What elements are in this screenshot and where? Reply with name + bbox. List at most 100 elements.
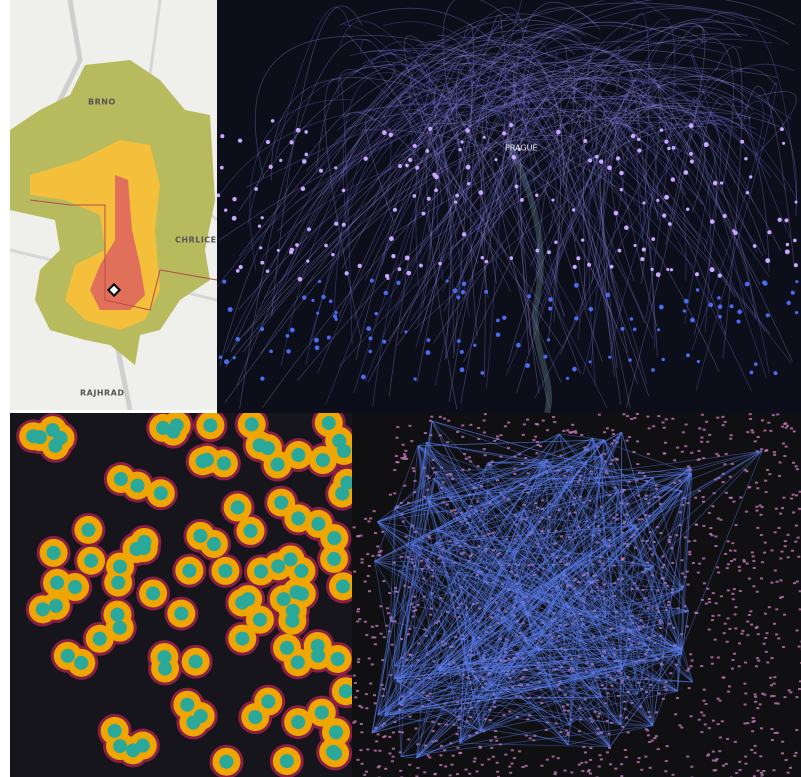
stop [195,454,210,469]
population-cell [535,452,539,455]
population-cell [671,417,675,420]
population-cell [513,455,517,458]
population-cell [691,561,695,564]
flow-line [439,71,697,169]
population-cell [541,419,545,422]
population-cell [766,661,770,664]
population-cell [472,487,476,490]
population-cell [514,595,518,598]
connection [558,433,588,463]
connection [409,442,427,700]
flow-line [665,67,720,245]
stop [338,684,352,699]
connection [464,662,678,692]
connection [377,521,468,588]
connection [445,433,560,552]
population-cell [522,423,526,426]
population-cell [590,590,594,593]
population-cell [758,504,762,507]
connection [472,637,482,732]
population-cell [620,630,624,633]
population-cell [475,602,479,605]
population-cell [798,490,801,493]
population-cell [393,492,397,495]
stop-dot [480,256,484,260]
flow-line [545,78,757,318]
population-cell [587,526,591,529]
population-cell [779,557,783,560]
population-cell [444,642,448,645]
connection [427,465,574,500]
stop-dot [688,123,694,129]
flow-line [220,103,554,195]
population-cell [774,507,778,510]
stop-dot [686,353,690,358]
population-cell [476,465,480,468]
population-cell [605,674,609,677]
connection [495,668,623,699]
population-cell [521,765,525,768]
population-cell [714,602,718,605]
stop-dot [217,193,221,198]
population-cell [714,769,718,772]
connection [394,471,437,509]
flow-line [429,41,524,262]
connection [592,438,654,726]
connection [464,458,548,663]
connection [459,623,664,744]
flow-line [325,89,466,405]
population-cell [425,558,429,561]
connection [605,659,660,662]
flow-line [403,35,479,264]
stop-dot [392,207,398,212]
flow-line [625,92,764,256]
population-cell [615,513,619,516]
population-cell [521,433,525,436]
population-cell [744,762,748,765]
population-cell [711,759,715,762]
connection [487,491,653,726]
population-cell [770,738,774,741]
stop-dot [484,259,489,264]
flow-line [616,66,658,357]
flow-line [246,76,773,188]
connection [512,551,536,650]
population-cell [748,413,752,416]
stop-dot [547,250,551,255]
population-cell [494,601,498,604]
population-cell [651,574,655,577]
stop [271,559,286,574]
flow-line [396,123,638,346]
connection [565,653,682,661]
flow-line [479,18,740,246]
stop-dot [666,267,670,271]
flow-line [416,14,502,383]
stop [186,715,201,730]
population-cell [777,526,781,529]
connection [681,588,684,654]
flow-line [630,64,687,196]
population-cell [597,529,601,532]
population-cell [580,761,584,764]
connection [377,521,474,638]
flow-line [274,7,352,159]
population-cell [730,462,734,465]
connection [435,471,470,671]
population-cell [781,740,785,743]
population-cell [563,475,567,478]
connection [476,649,536,698]
population-cell [745,562,749,565]
population-cell [713,638,717,641]
connection [487,462,611,747]
population-cell [665,584,669,587]
population-cell [538,680,542,683]
population-cell [557,634,561,637]
population-cell [556,757,560,760]
stop [314,705,329,720]
population-cell [557,469,561,472]
population-cell [411,561,415,564]
flow-line [238,30,576,257]
population-cell [429,613,433,616]
flow-line [594,68,618,369]
population-cell [492,700,496,703]
